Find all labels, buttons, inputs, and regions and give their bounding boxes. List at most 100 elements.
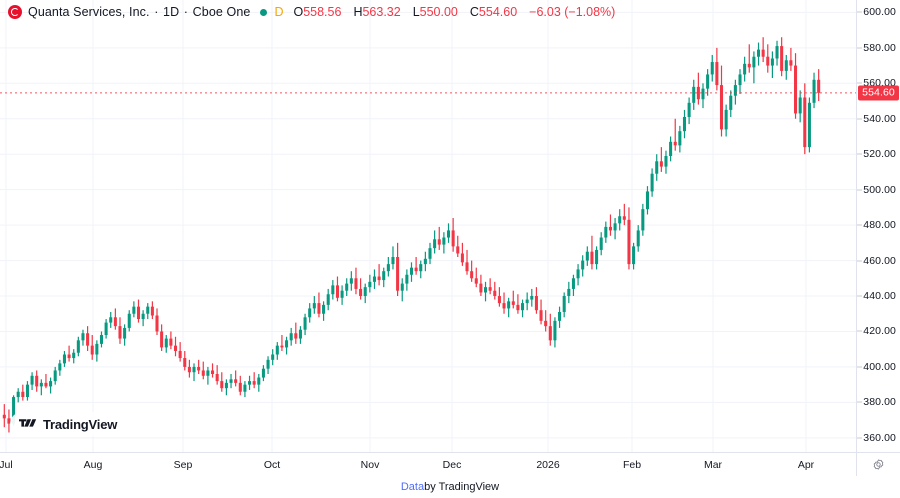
candle-body [345,283,349,291]
candle-body [335,285,339,298]
price-tick-label: 360.00 [863,431,896,444]
candle-body [756,49,761,57]
candle-body [581,260,585,270]
candle-body [192,366,196,373]
candle-body [747,63,751,68]
candle-body [331,285,335,295]
candle-body [502,303,506,309]
candle-body [766,56,770,66]
candle-body [2,414,6,419]
candle-body [715,62,719,86]
candle-body [16,391,20,398]
candle-body [160,331,164,348]
candle-body [405,274,409,284]
price-tick-label: 460.00 [863,254,896,267]
plot-svg [0,0,856,452]
candle-body [229,379,233,383]
candle-body [590,251,594,265]
ohlc-close-label: C [469,5,479,19]
candle-body [382,271,386,281]
candle-body [183,358,187,367]
candle-body [599,237,603,250]
candle-body [368,281,372,288]
time-tick-label: Jul [0,459,13,471]
candle-body [627,219,631,265]
legend-separator-2: · [183,5,189,19]
candle-body [618,216,622,224]
chart-settings-button[interactable] [856,453,900,476]
time-tick-label: Sep [173,459,193,471]
candle-body [317,303,321,314]
footer-data-link[interactable]: Data [400,481,425,493]
price-change: −6.03 (−1.08%) [529,5,616,19]
candlestick-plot[interactable] [0,0,856,452]
price-tick-dash [857,366,862,368]
candle-body [729,95,733,110]
candle-body [197,366,201,371]
chart-legend: Quanta Services, Inc. · 1D · Cboe One D … [0,0,615,24]
candle-body [146,306,150,314]
symbol-title[interactable]: Quanta Services, Inc. · 1D · Cboe One [28,5,250,19]
chart-style-dot-icon[interactable] [260,8,268,16]
price-tick-label: 400.00 [863,360,896,373]
candle-body [812,79,816,103]
candle-body [696,86,700,100]
candle-body [391,257,395,265]
candle-body [534,296,538,311]
price-tick-label: 580.00 [863,41,896,54]
time-tick-label: Apr [797,459,815,471]
candle-body [775,46,779,59]
ohlc-close-value: 554.60 [478,5,518,19]
candle-body [442,237,446,245]
candle-body [67,354,71,359]
candle-body [136,306,141,320]
candle-body [428,248,432,259]
candle-body [604,226,608,238]
candle-body [451,230,455,247]
price-tick-dash [857,189,862,191]
candle-body [132,306,136,314]
candle-body [53,370,57,382]
candle-body [460,253,464,263]
candle-body [294,333,298,339]
price-axis[interactable]: 600.00 580.00 560.00 540.00 520.00 500.00 480.… [856,0,900,452]
price-tick-label: 500.00 [863,183,896,196]
candle-body [521,303,525,311]
interval-badge: D [274,5,284,19]
candle-body [719,85,724,130]
ohlc-high-value: 563.32 [362,5,401,19]
time-tick-label: Aug [83,459,103,471]
candle-body [30,375,34,385]
candle-body [446,230,451,238]
tradingview-watermark[interactable]: TradingView [10,412,129,436]
candle-body [86,333,90,346]
ohlc-low: L550.00 [413,5,458,19]
candle-body [386,264,390,272]
candle-body [817,79,821,93]
candle-body [803,97,807,148]
candle-body [95,343,99,355]
symbol-name: Quanta Services, Inc. [28,5,150,19]
candle-body [141,313,145,320]
price-tick-label: 540.00 [863,112,896,125]
candle-body [423,258,427,265]
candle-body [664,155,668,167]
ohlc-open-value: 558.56 [303,5,342,19]
candle-body [507,301,511,309]
candle-body [238,382,242,392]
candle-body [44,382,48,387]
candle-body [595,249,599,265]
candle-body [252,381,256,385]
time-tick-label: Feb [622,459,642,471]
ohlc-open: O558.56 [293,5,341,19]
candle-body [271,354,275,360]
candle-body [743,63,747,75]
candle-body [738,74,742,86]
candle-body [289,333,293,341]
candle-body [409,267,414,275]
current-price-label: 554.60 [858,85,899,101]
candle-body [479,283,483,293]
time-axis[interactable]: Jul Aug Sep Oct Nov Dec 2026 Feb Mar Apr [0,452,900,476]
candle-body [682,116,687,132]
